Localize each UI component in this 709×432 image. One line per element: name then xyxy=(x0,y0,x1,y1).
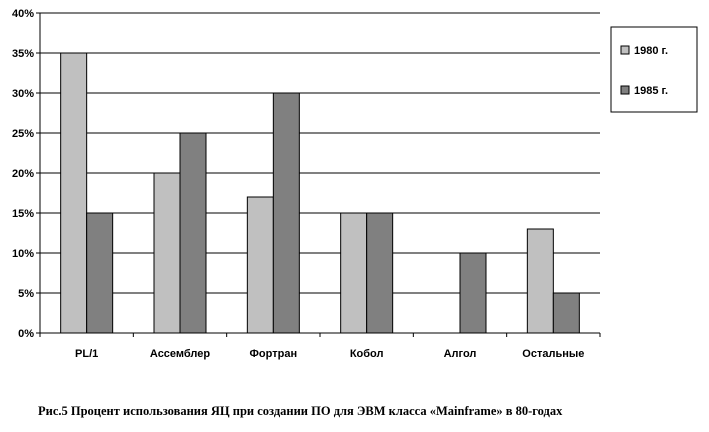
x-tick-label: Алгол xyxy=(444,348,477,360)
bar-chart: 0% 5% 10% 15% 20% 25% 30% 35% 40% PL/1 Ассемблер Ф… xyxy=(12,8,698,360)
figure-caption: Рис.5 Процент использования ЯЦ при созда… xyxy=(38,404,563,418)
bar-series1 xyxy=(153,172,181,334)
bar-series2 xyxy=(366,212,394,334)
x-tick-label: Кобол xyxy=(350,348,384,360)
y-tick-label: 40% xyxy=(12,8,34,20)
y-tick-label: 10% xyxy=(12,248,34,260)
y-tick-label: 20% xyxy=(12,168,34,180)
legend: 1980 г. 1985 г. xyxy=(610,26,698,113)
bars xyxy=(60,52,580,334)
bar-series1 xyxy=(60,52,88,334)
y-tick-label: 5% xyxy=(18,288,34,300)
bar-series2 xyxy=(459,252,487,334)
x-tick-label: PL/1 xyxy=(75,348,98,360)
legend-swatch xyxy=(620,85,630,95)
legend-label: 1985 г. xyxy=(634,85,668,97)
legend-label: 1980 г. xyxy=(634,45,668,57)
x-tick-label: Ассемблер xyxy=(150,348,210,360)
bar-series2 xyxy=(179,132,207,334)
bar-series2 xyxy=(86,212,114,334)
y-tick-label: 30% xyxy=(12,88,34,100)
axes xyxy=(36,12,601,337)
bar-series2 xyxy=(552,292,580,334)
x-tick-label: Фортран xyxy=(250,348,298,360)
gridlines xyxy=(40,12,600,294)
x-tick-labels: PL/1 Ассемблер Фортран Кобол Алгол Остальные xyxy=(75,348,584,360)
y-tick-label: 35% xyxy=(12,48,34,60)
x-tick-label: Остальные xyxy=(522,348,584,360)
y-tick-label: 25% xyxy=(12,128,34,140)
bar-series1 xyxy=(246,196,274,334)
legend-swatch xyxy=(620,45,630,55)
y-tick-label: 15% xyxy=(12,208,34,220)
y-tick-label: 0% xyxy=(18,328,34,340)
legend-box xyxy=(610,26,698,113)
bar-series1 xyxy=(526,228,554,334)
y-tick-labels: 0% 5% 10% 15% 20% 25% 30% 35% 40% xyxy=(12,8,34,340)
bar-series2 xyxy=(272,92,300,334)
bar-series1 xyxy=(340,212,368,334)
